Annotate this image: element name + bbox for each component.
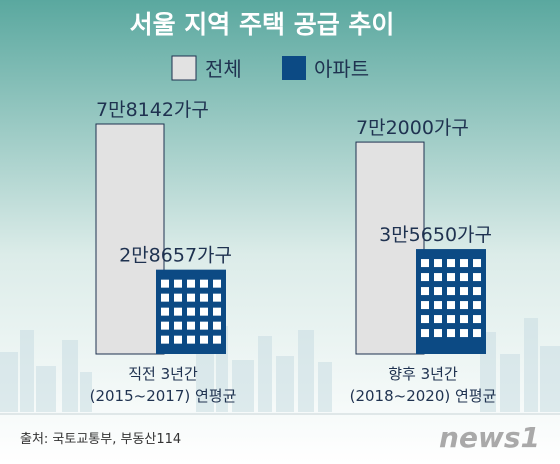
legend-swatch-total	[171, 55, 197, 81]
window-0-0-0	[161, 279, 169, 288]
building-windows-1	[421, 259, 481, 338]
window-0-0-3	[200, 279, 208, 288]
window-1-0-3	[460, 259, 468, 268]
window-1-4-2	[447, 315, 455, 324]
legend-label-apartment: 아파트	[314, 57, 369, 81]
window-1-1-1	[434, 273, 442, 282]
window-0-4-2	[187, 335, 195, 344]
window-0-1-3	[200, 293, 208, 302]
window-1-1-4	[473, 273, 481, 282]
window-1-0-4	[473, 259, 481, 268]
legend-swatch-apartment	[282, 56, 306, 80]
window-0-3-0	[161, 321, 169, 330]
window-0-2-2	[187, 307, 195, 316]
window-0-2-4	[213, 307, 221, 316]
chart-title: 서울 지역 주택 공급 추이	[130, 10, 395, 39]
window-1-0-1	[434, 259, 442, 268]
window-0-3-1	[174, 321, 182, 330]
window-1-2-2	[447, 287, 455, 296]
bar-total-0	[95, 123, 165, 355]
value-label-apartment-1: 3만5650가구	[379, 224, 492, 246]
category-label-0-line1: 직전 3년간	[128, 365, 198, 383]
category-label-1-line1: 향후 3년간	[388, 365, 458, 383]
window-1-5-2	[447, 329, 455, 338]
building-windows-0	[161, 279, 221, 344]
window-1-1-0	[421, 273, 429, 282]
window-1-5-3	[460, 329, 468, 338]
source-note: 출처: 국토교통부, 부동산114	[20, 432, 181, 447]
window-0-4-0	[161, 335, 169, 344]
window-1-3-0	[421, 301, 429, 310]
window-1-2-4	[473, 287, 481, 296]
value-label-total-0: 7만8142가구	[96, 99, 209, 121]
legend-label-total: 전체	[205, 57, 242, 81]
category-label-0-line2: (2015~2017) 연평균	[90, 387, 237, 405]
window-1-4-4	[473, 315, 481, 324]
window-1-4-0	[421, 315, 429, 324]
window-1-1-3	[460, 273, 468, 282]
window-1-5-0	[421, 329, 429, 338]
window-0-1-2	[187, 293, 195, 302]
window-0-3-3	[200, 321, 208, 330]
window-0-1-0	[161, 293, 169, 302]
window-0-0-2	[187, 279, 195, 288]
value-label-apartment-0: 2만8657가구	[119, 245, 232, 267]
bar-total-1	[355, 141, 425, 355]
window-1-3-2	[447, 301, 455, 310]
window-0-4-3	[200, 335, 208, 344]
value-label-total-1: 7만2000가구	[356, 117, 469, 139]
window-0-2-3	[200, 307, 208, 316]
window-1-2-0	[421, 287, 429, 296]
bars-layer	[0, 123, 560, 415]
window-1-0-0	[421, 259, 429, 268]
legend: 전체 아파트	[171, 55, 369, 81]
brand-logo: news1	[439, 421, 540, 454]
window-0-3-2	[187, 321, 195, 330]
window-1-4-1	[434, 315, 442, 324]
window-1-5-1	[434, 329, 442, 338]
window-0-0-1	[174, 279, 182, 288]
window-1-0-2	[447, 259, 455, 268]
window-0-2-0	[161, 307, 169, 316]
window-0-2-1	[174, 307, 182, 316]
window-0-1-4	[213, 293, 221, 302]
window-0-4-4	[213, 335, 221, 344]
window-1-2-1	[434, 287, 442, 296]
window-0-3-4	[213, 321, 221, 330]
window-0-4-1	[174, 335, 182, 344]
window-1-3-4	[473, 301, 481, 310]
window-0-1-1	[174, 293, 182, 302]
window-0-0-4	[213, 279, 221, 288]
window-1-1-2	[447, 273, 455, 282]
window-1-2-3	[460, 287, 468, 296]
window-1-5-4	[473, 329, 481, 338]
window-1-3-3	[460, 301, 468, 310]
category-label-1-line2: (2018~2020) 연평균	[350, 387, 497, 405]
window-1-4-3	[460, 315, 468, 324]
window-1-3-1	[434, 301, 442, 310]
